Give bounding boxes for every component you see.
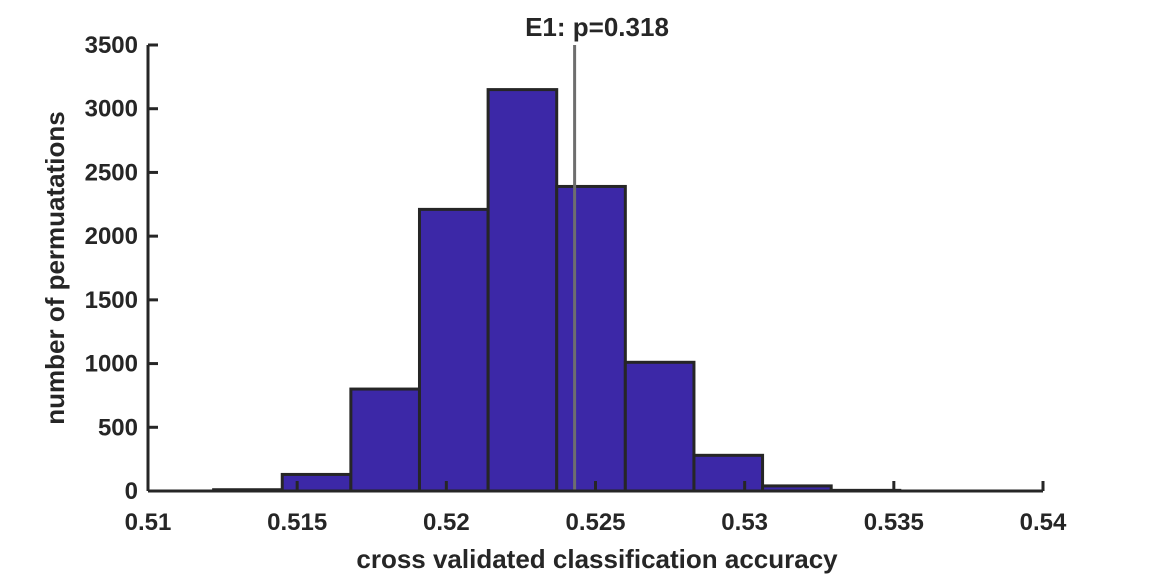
histogram-bar-6 — [623, 360, 696, 493]
x-tick-label: 0.525 — [565, 509, 625, 536]
y-tick-label: 2500 — [85, 159, 138, 186]
y-ticks: 0 500 1000 1500 2000 2500 3000 3500 — [85, 32, 158, 505]
x-tick-label: 0.51 — [125, 509, 172, 536]
x-ticks: 0.51 0.515 0.52 0.525 0.53 0.535 0.54 — [125, 481, 1067, 536]
y-tick-label: 1500 — [85, 287, 138, 314]
histogram-bar-7 — [692, 453, 765, 493]
x-axis-label: cross validated classification accuracy — [356, 544, 838, 574]
histogram-bar-3 — [417, 207, 490, 493]
y-tick-label: 500 — [98, 414, 138, 441]
x-tick-label: 0.535 — [864, 509, 924, 536]
x-tick-label: 0.52 — [423, 509, 470, 536]
y-tick-label: 2000 — [85, 223, 138, 250]
y-tick-label: 3000 — [85, 96, 138, 123]
histogram-bar-5 — [555, 184, 627, 493]
x-tick-label: 0.54 — [1020, 509, 1067, 536]
histogram-bar-1 — [280, 472, 353, 493]
x-tick-label: 0.53 — [721, 509, 768, 536]
histogram-bars — [212, 88, 902, 493]
y-tick-label: 3500 — [85, 32, 138, 59]
chart-title: E1: p=0.318 — [525, 12, 669, 42]
histogram-bar-4 — [486, 88, 559, 493]
y-tick-label: 1000 — [85, 351, 138, 378]
y-axis-label: number of permuatations — [40, 111, 70, 424]
y-tick-label: 0 — [125, 478, 138, 505]
x-tick-label: 0.515 — [267, 509, 327, 536]
histogram-bar-2 — [349, 387, 421, 493]
